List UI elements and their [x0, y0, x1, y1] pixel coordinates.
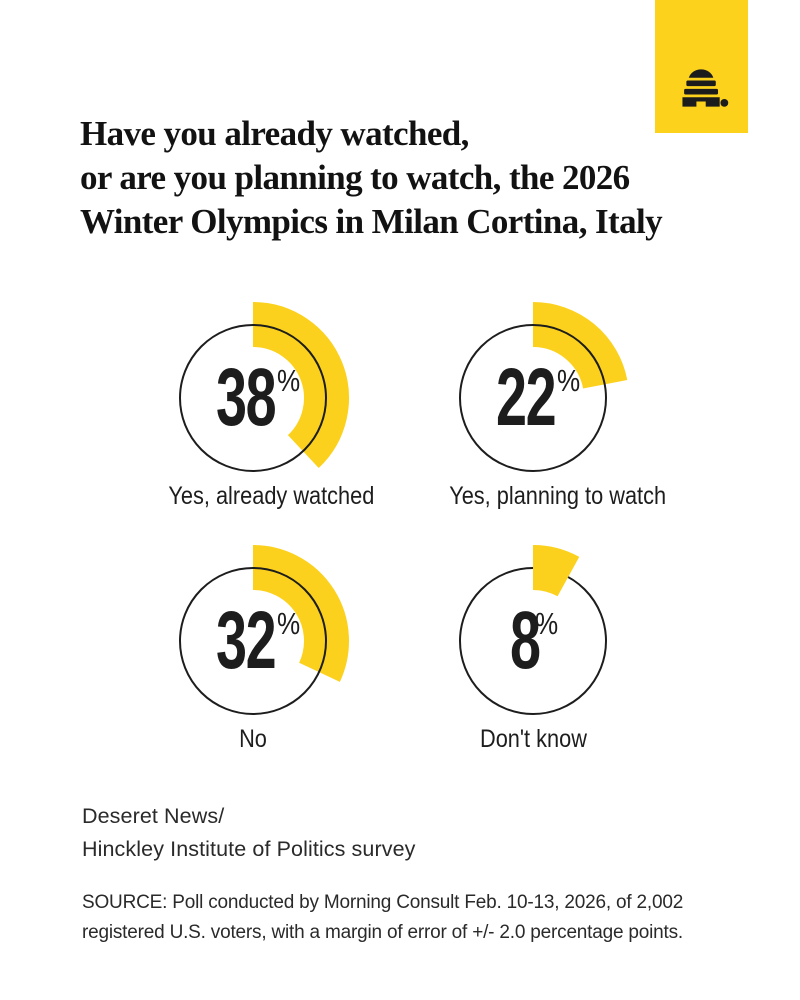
- donut-category-label: No: [239, 725, 267, 753]
- source-note: SOURCE: Poll conducted by Morning Consul…: [82, 892, 684, 943]
- donut-yes-already-watched: 38% Yes, already watched: [153, 298, 375, 510]
- percent-symbol: %: [535, 606, 559, 641]
- donut-ring: [179, 567, 327, 715]
- donut-gauge: 22%: [433, 298, 633, 498]
- donut-value: 8%: [433, 541, 633, 741]
- donut-category-label: Don't know: [479, 725, 587, 753]
- donut-arc: [532, 545, 580, 597]
- percent-symbol: %: [556, 363, 580, 398]
- donut-value-number: 8: [510, 595, 541, 686]
- donut-no: 32% No: [153, 541, 353, 753]
- donut-yes-planning-to-watch: 22% Yes, planning to watch: [433, 298, 667, 510]
- attribution-text: Deseret News/ Hinckley Institute of Poli…: [82, 804, 416, 861]
- page-title: Have you already watched, or are you pla…: [80, 114, 663, 241]
- donut-gauge: 8%: [433, 541, 633, 741]
- donut-gauge: 38%: [153, 298, 353, 498]
- donut-value-number: 38: [215, 352, 277, 443]
- donut-value: 22%: [433, 298, 633, 498]
- beehive-icon: [675, 67, 729, 109]
- percent-symbol: %: [276, 606, 300, 641]
- donut-category-label: Yes, already watched: [168, 482, 375, 510]
- donut-ring: [179, 324, 327, 472]
- percent-symbol: %: [276, 363, 300, 398]
- donut-value: 38%: [153, 298, 353, 498]
- donut-gauge: 32%: [153, 541, 353, 741]
- donut-ring: [459, 324, 607, 472]
- donut-don-t-know: 8% Don't know: [433, 541, 633, 753]
- donut-value-number: 32: [215, 595, 277, 686]
- donut-category-label: Yes, planning to watch: [449, 482, 667, 510]
- donut-value: 32%: [153, 541, 353, 741]
- donut-value-number: 22: [495, 352, 557, 443]
- brand-logo-box: [655, 0, 748, 133]
